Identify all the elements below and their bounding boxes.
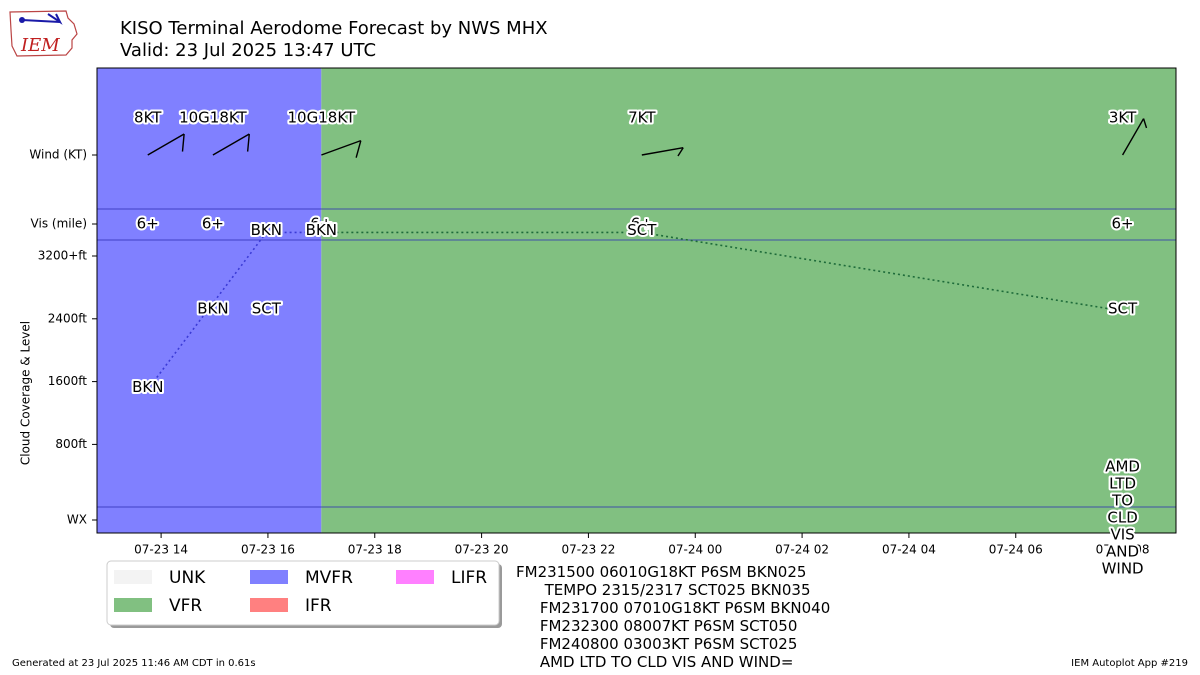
legend-swatch-unk <box>114 570 152 584</box>
y-tick-label-cloud-2: 2400ft <box>48 311 88 325</box>
wind-label-1: 10G18KT <box>179 109 247 127</box>
vis-label-0: 6+ <box>137 215 159 233</box>
logo-station-icon <box>19 17 25 23</box>
x-tick-label-6: 07-24 02 <box>775 543 829 557</box>
wind-barb-shaft-3 <box>641 147 684 156</box>
wind-label-2: 10G18KT <box>288 109 356 127</box>
cloud-label-6: SCT <box>1108 299 1138 317</box>
taf-line-2: FM231700 07010G18KT P6SM BKN040 <box>516 599 831 617</box>
plot-frame <box>96 67 1177 534</box>
taf-line-5: AMD LTD TO CLD VIS AND WIND= <box>516 653 794 671</box>
wx-note-line-4: VIS <box>1110 526 1134 544</box>
wx-note-line-1: LTD <box>1109 475 1136 493</box>
legend-label-unk: UNK <box>169 568 206 588</box>
x-tick-label-8: 07-24 06 <box>989 543 1043 557</box>
cloud-label-1: BKN <box>197 299 228 317</box>
y-tick-label-wx: WX <box>67 513 87 527</box>
cloud-line-0 <box>147 231 322 390</box>
legend-swatch-lifr <box>396 570 434 584</box>
cloud-label-5: SCT <box>627 221 657 239</box>
legend-label-mvfr: MVFR <box>305 568 353 588</box>
cloud-label-4: BKN <box>306 221 337 239</box>
cloud-line-1 <box>321 231 1123 312</box>
cloud-label-0: BKN <box>132 378 163 396</box>
legend-label-vfr: VFR <box>169 596 202 616</box>
x-tick-label-1: 07-23 16 <box>241 543 295 557</box>
legend-swatch-mvfr <box>250 570 288 584</box>
x-tick-label-5: 07-24 00 <box>668 543 722 557</box>
legend-label-lifr: LIFR <box>451 568 487 588</box>
wx-note-line-5: AND <box>1106 543 1139 561</box>
x-tick-label-9: 07-24 08 <box>1096 543 1150 557</box>
footer-generated: Generated at 23 Jul 2025 11:46 AM CDT in… <box>12 658 256 669</box>
y-tick-label-vis: Vis (mile) <box>31 217 87 231</box>
wind-barb-flag-2 <box>355 140 362 158</box>
wind-label-0: 8KT <box>134 109 162 127</box>
wind-barb-flag-3 <box>677 147 684 157</box>
wind-barb-shaft-2 <box>321 139 362 156</box>
wx-note-line-6: WIND <box>1102 560 1144 578</box>
y-tick-label-cloud-0: 800ft <box>55 437 87 451</box>
logo-text: IEM <box>20 35 60 56</box>
y-tick-label-cloud-3: 3200+ft <box>38 249 88 263</box>
x-tick-label-7: 07-24 04 <box>882 543 936 557</box>
taf-line-4: FM240800 03003KT P6SM SCT025 <box>516 635 798 653</box>
wind-barb-flag-1 <box>246 133 250 152</box>
wind-barb-flag-4 <box>1142 118 1148 129</box>
taf-text: FM231500 06010G18KT P6SM BKN025 TEMPO 23… <box>516 563 830 671</box>
category-band-mvfr-0 <box>97 68 322 533</box>
legend-swatch-ifr <box>250 598 288 612</box>
y-tick-label-cloud-1: 1600ft <box>48 374 88 388</box>
wind-label-3: 7KT <box>628 109 656 127</box>
vis-label-2: 6+ <box>310 215 332 233</box>
x-tick-label-2: 07-23 18 <box>348 543 402 557</box>
iem-logo: IEM <box>9 10 78 57</box>
legend-label-ifr: IFR <box>305 596 332 616</box>
taf-line-3: FM232300 08007KT P6SM SCT050 <box>516 617 798 635</box>
taf-line-0: FM231500 06010G18KT P6SM BKN025 <box>516 563 807 581</box>
vis-label-3: 6+ <box>631 215 653 233</box>
legend-swatch-vfr <box>114 598 152 612</box>
category-band-vfr-1 <box>321 68 1176 533</box>
taf-line-1: TEMPO 2315/2317 SCT025 BKN035 <box>516 581 811 599</box>
wind-label-4: 3KT <box>1109 109 1137 127</box>
wx-note-line-2: TO <box>1111 492 1133 510</box>
wind-barb-shaft-4 <box>1121 118 1145 156</box>
wind-barb-flag-0 <box>181 133 185 152</box>
x-tick-label-0: 07-23 14 <box>134 543 188 557</box>
logo-barb-icon <box>47 13 63 25</box>
x-tick-label-3: 07-23 20 <box>455 543 509 557</box>
wind-barb-shaft-1 <box>212 133 250 156</box>
cloud-axis-label: Cloud Coverage & Level <box>19 321 33 465</box>
logo-wind-bar-icon <box>21 19 61 23</box>
wx-note-line-3: CLD <box>1107 509 1137 527</box>
footer-app: IEM Autoplot App #219 <box>1071 658 1188 669</box>
wind-barb-shaft-0 <box>147 133 185 156</box>
page-title: KISO Terminal Aerodome Forecast by NWS M… <box>120 18 548 39</box>
cloud-label-2: SCT <box>252 299 282 317</box>
y-tick-label-wind: Wind (KT) <box>29 148 87 162</box>
vis-label-1: 6+ <box>202 215 224 233</box>
cloud-label-3: BKN <box>251 221 282 239</box>
wx-note-line-0: AMD <box>1105 458 1140 476</box>
legend-box <box>106 560 500 626</box>
vis-label-4: 6+ <box>1112 215 1134 233</box>
page-subtitle: Valid: 23 Jul 2025 13:47 UTC <box>120 40 377 61</box>
x-tick-label-4: 07-23 22 <box>561 543 615 557</box>
